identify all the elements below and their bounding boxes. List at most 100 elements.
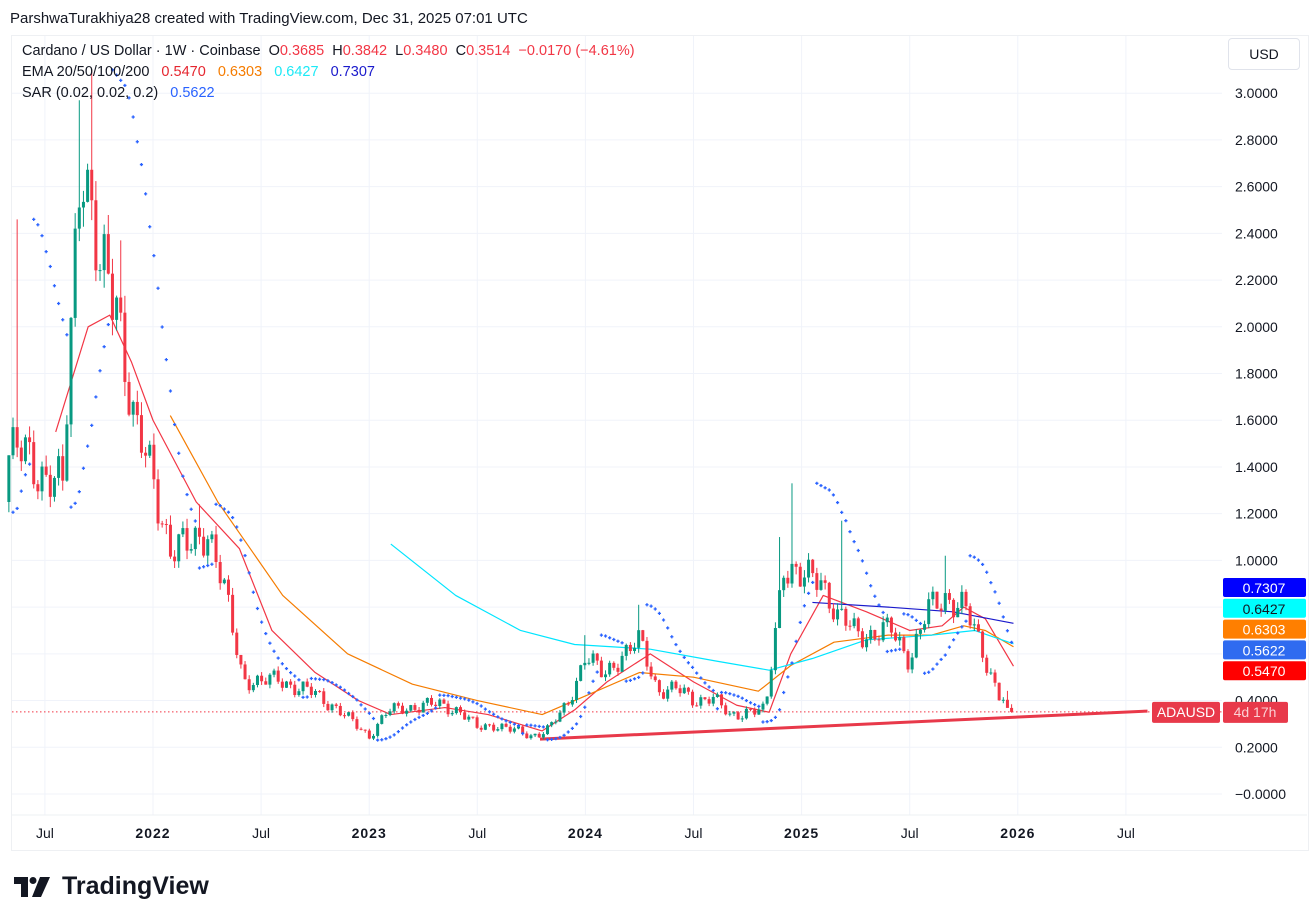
candle-body bbox=[674, 681, 678, 689]
sar-legend[interactable]: SAR (0.02, 0.02, 0.2) 0.5622 bbox=[22, 85, 219, 101]
close-label: C bbox=[455, 43, 467, 59]
sar-dot bbox=[326, 679, 330, 683]
candle-body bbox=[400, 705, 404, 714]
candle bbox=[898, 631, 902, 646]
candle bbox=[384, 712, 388, 718]
candle-body bbox=[36, 484, 40, 492]
symbol-title: Cardano / US Dollar · 1W · Coinbase bbox=[22, 43, 261, 59]
candle-body bbox=[720, 694, 724, 706]
candle-body bbox=[599, 660, 603, 678]
candle-body bbox=[877, 639, 881, 641]
candle bbox=[156, 469, 160, 531]
sar-dot bbox=[293, 674, 297, 678]
candle bbox=[309, 683, 313, 699]
sar-dot bbox=[537, 724, 541, 729]
sar-dot bbox=[773, 715, 778, 719]
candle-body bbox=[562, 703, 566, 713]
candle-body bbox=[840, 608, 844, 610]
sar-dot bbox=[318, 677, 322, 681]
sar-dot bbox=[342, 688, 347, 692]
candle-body bbox=[732, 712, 736, 714]
sar-dot bbox=[110, 68, 115, 72]
sar-dot bbox=[848, 530, 852, 534]
candle-body bbox=[413, 705, 417, 710]
candle bbox=[952, 598, 956, 624]
sar-dot bbox=[628, 678, 632, 682]
candle bbox=[106, 214, 110, 275]
candle-body bbox=[533, 733, 537, 736]
candle-body bbox=[504, 723, 508, 727]
candle-body bbox=[508, 726, 512, 732]
candle bbox=[981, 630, 985, 663]
sar-dot bbox=[376, 738, 380, 742]
candle-body bbox=[318, 691, 322, 693]
candle bbox=[587, 658, 591, 666]
sar-dot bbox=[77, 490, 81, 494]
sar-value: 0.5622 bbox=[170, 85, 215, 101]
candle bbox=[575, 677, 579, 703]
candle-body bbox=[856, 618, 860, 632]
tradingview-logo[interactable]: TradingView bbox=[14, 872, 209, 901]
candle-body bbox=[425, 697, 429, 703]
candle-body bbox=[338, 705, 342, 716]
candle-body bbox=[1010, 707, 1014, 712]
candle-body bbox=[964, 591, 968, 607]
candle bbox=[910, 652, 914, 674]
candle-body bbox=[985, 657, 989, 673]
candle bbox=[475, 715, 479, 729]
ema-legend[interactable]: EMA 20/50/100/200 0.5470 0.6303 0.6427 0… bbox=[22, 64, 379, 80]
candle-body bbox=[210, 534, 214, 540]
candle-body bbox=[670, 681, 674, 690]
candle bbox=[807, 553, 811, 583]
candle bbox=[400, 702, 404, 715]
candle bbox=[645, 637, 649, 671]
candle-body bbox=[305, 681, 309, 687]
candle bbox=[508, 724, 512, 734]
candle bbox=[860, 628, 864, 649]
candle bbox=[202, 528, 206, 558]
sar-dot bbox=[44, 249, 48, 254]
candle-body bbox=[148, 444, 152, 456]
candle bbox=[529, 733, 533, 740]
candle bbox=[123, 295, 127, 397]
candle-body bbox=[906, 651, 910, 670]
candle bbox=[19, 440, 23, 471]
candle bbox=[446, 700, 450, 717]
sar-dot bbox=[802, 604, 807, 608]
candle bbox=[993, 669, 997, 687]
sar-dot bbox=[591, 679, 595, 683]
currency-button[interactable]: USD bbox=[1228, 38, 1300, 70]
sar-dot bbox=[860, 559, 865, 563]
sar-dot bbox=[189, 507, 193, 511]
candle bbox=[765, 696, 769, 706]
candle bbox=[798, 562, 802, 587]
candle-body bbox=[757, 709, 761, 715]
candle-body bbox=[902, 637, 906, 652]
candle bbox=[65, 415, 69, 482]
symbol-price-tag-label: ADAUSD bbox=[1157, 704, 1215, 720]
sar-dot bbox=[906, 613, 910, 617]
candle-body bbox=[206, 539, 210, 556]
candle-body bbox=[7, 455, 11, 502]
candle-body bbox=[434, 704, 438, 707]
candle bbox=[844, 606, 848, 631]
candle-body bbox=[910, 657, 914, 670]
symbol-legend[interactable]: Cardano / US Dollar · 1W · Coinbase O0.3… bbox=[22, 43, 639, 59]
candle-body bbox=[11, 427, 15, 456]
x-tick-label: Jul bbox=[685, 825, 703, 841]
candle bbox=[23, 434, 27, 465]
candle-body bbox=[214, 534, 218, 563]
sar-dot bbox=[740, 696, 744, 700]
candle bbox=[653, 673, 657, 682]
candle-body bbox=[301, 681, 305, 692]
sar-dot bbox=[893, 648, 898, 652]
candle bbox=[81, 190, 85, 227]
sar-dot bbox=[123, 83, 127, 88]
candle bbox=[173, 550, 177, 568]
candle-body bbox=[284, 681, 288, 688]
candle-body bbox=[376, 723, 380, 736]
sar-dot bbox=[425, 711, 429, 716]
sar-dot bbox=[550, 737, 554, 742]
sar-dot bbox=[806, 591, 811, 595]
